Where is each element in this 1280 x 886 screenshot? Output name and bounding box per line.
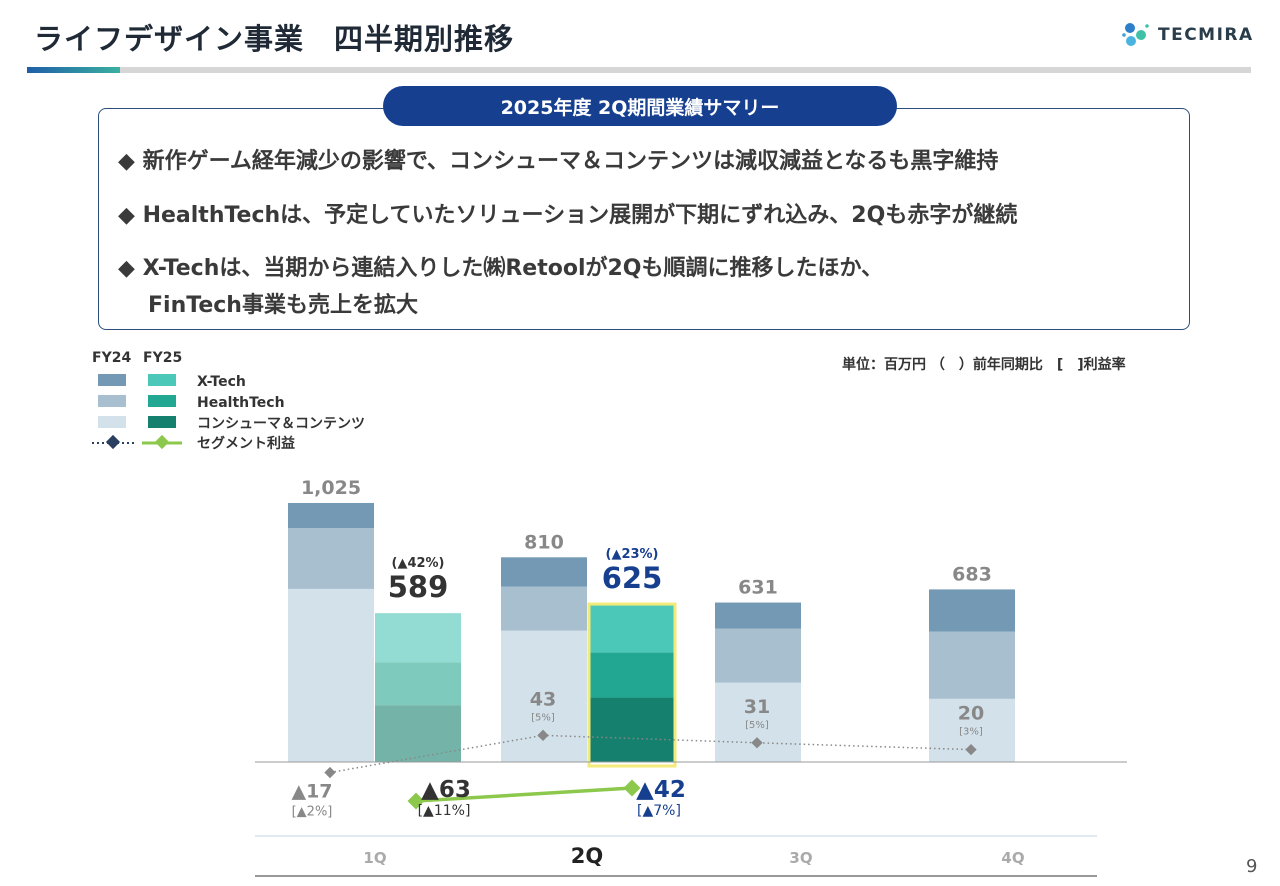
bar-segment-fy24 [288,588,374,762]
legend-label: コンシューマ＆コンテンツ [197,416,365,432]
legend-swatch-fy25 [148,374,176,386]
bar-segment-fy24 [715,628,801,683]
profit-marker-fy24 [965,743,977,756]
bar-segment-fy24 [929,631,1015,699]
bar-segment-fy24 [501,586,587,631]
bar-segment-fy24 [288,502,374,528]
profit-label-fy24: 43 [530,688,556,710]
margin-label-fy24: [▲2%] [292,805,333,820]
profit-label-fy24: 31 [744,696,770,718]
legend-label: セグメント利益 [197,435,295,452]
total-label-fy24: 1,025 [301,477,361,499]
bar-segment-fy25 [375,705,461,762]
logo-text: TECMIRA [1158,25,1254,45]
profit-label-fy25: ▲42 [636,777,686,803]
bar-segment-fy25 [375,613,461,663]
logo-icon [1122,23,1149,46]
legend-marker-fy24 [105,434,121,450]
margin-label-fy24: [5%] [531,712,555,723]
category-label: 4Q [1001,849,1024,867]
legend-swatch-fy24 [98,374,126,386]
bar-segment-fy25 [589,652,675,698]
total-label-fy24: 810 [524,531,564,553]
profit-label-fy24: 20 [958,703,984,725]
legend-marker-fy25 [154,434,170,450]
profit-marker-fy24 [537,729,549,741]
bar-segment-fy24 [288,527,374,589]
legend-period: FY24 [92,350,131,366]
category-label: 2Q [571,844,603,868]
summary-bullet: ◆ HealthTechは、予定していたソリューション展開が下期にずれ込み、2Q… [118,203,1018,228]
profit-marker-fy25 [623,779,641,797]
logo: TECMIRA [1122,22,1254,48]
bar-segment-fy25 [589,604,675,653]
profit-marker-fy24 [751,737,763,749]
yoy-label: (▲42%) [392,556,445,571]
margin-label-fy25: [▲11%] [418,803,471,819]
page-number: 9 [1246,856,1258,877]
summary-bullet-continuation: FinTech事業も売上を拡大 [148,293,418,318]
summary-bullet: ◆ X-Techは、当期から連結入りした㈱Retoolが2Qも順調に推移したほか… [118,256,884,281]
total-label-fy24: 631 [738,577,778,599]
category-label: 3Q [789,849,812,867]
profit-label-fy25: ▲63 [421,777,471,803]
legend-swatch-fy25 [148,416,176,428]
yoy-label: (▲23%) [606,547,659,562]
bar-segment-fy24 [715,602,801,629]
total-label-fy24: 683 [952,563,992,585]
profit-marker-fy25 [407,792,425,810]
page-title: ライフデザイン事業 四半期別推移 [34,22,515,56]
category-label: 1Q [363,849,386,867]
legend-period: FY25 [143,350,182,366]
margin-label-fy24: [3%] [959,727,983,738]
profit-marker-fy24 [324,766,336,779]
bar-segment-fy25 [589,697,675,762]
margin-label-fy24: [5%] [745,720,769,731]
legend-swatch-fy25 [148,395,176,407]
margin-label-fy25: [▲7%] [637,803,681,819]
profit-line-fy25 [415,786,633,803]
legend-swatch-fy24 [98,416,126,428]
bar-segment-fy24 [501,557,587,587]
bar-segment-fy25 [375,662,461,706]
title-divider [27,67,1251,73]
highlight-border [587,602,677,768]
total-label-fy25: 589 [388,570,449,604]
legend-swatch-fy24 [98,395,126,407]
bar-segment-fy24 [715,682,801,762]
legend-label: X-Tech [197,374,246,390]
legend-label: HealthTech [197,395,285,411]
profit-label-fy24: ▲17 [291,781,332,803]
bar-segment-fy24 [501,630,587,762]
unit-note: 単位：百万円 （ ）前年同期比 [ ]利益率 [842,357,1126,373]
summary-title: 2025年度 2Q期間業績サマリー [383,86,897,126]
profit-line-fy24 [329,734,972,774]
total-label-fy25: 625 [602,561,663,595]
summary-bullet: ◆ 新作ゲーム経年減少の影響で、コンシューマ＆コンテンツは減収減益となるも黒字維… [118,149,999,174]
bar-segment-fy24 [929,589,1015,632]
